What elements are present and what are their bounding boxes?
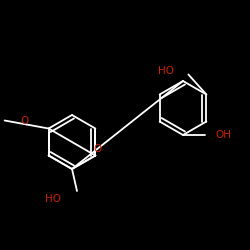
Text: O: O	[93, 144, 102, 154]
Text: HO: HO	[158, 66, 174, 76]
Text: OH: OH	[215, 130, 231, 140]
Text: O: O	[20, 116, 29, 126]
Text: HO: HO	[45, 194, 61, 204]
